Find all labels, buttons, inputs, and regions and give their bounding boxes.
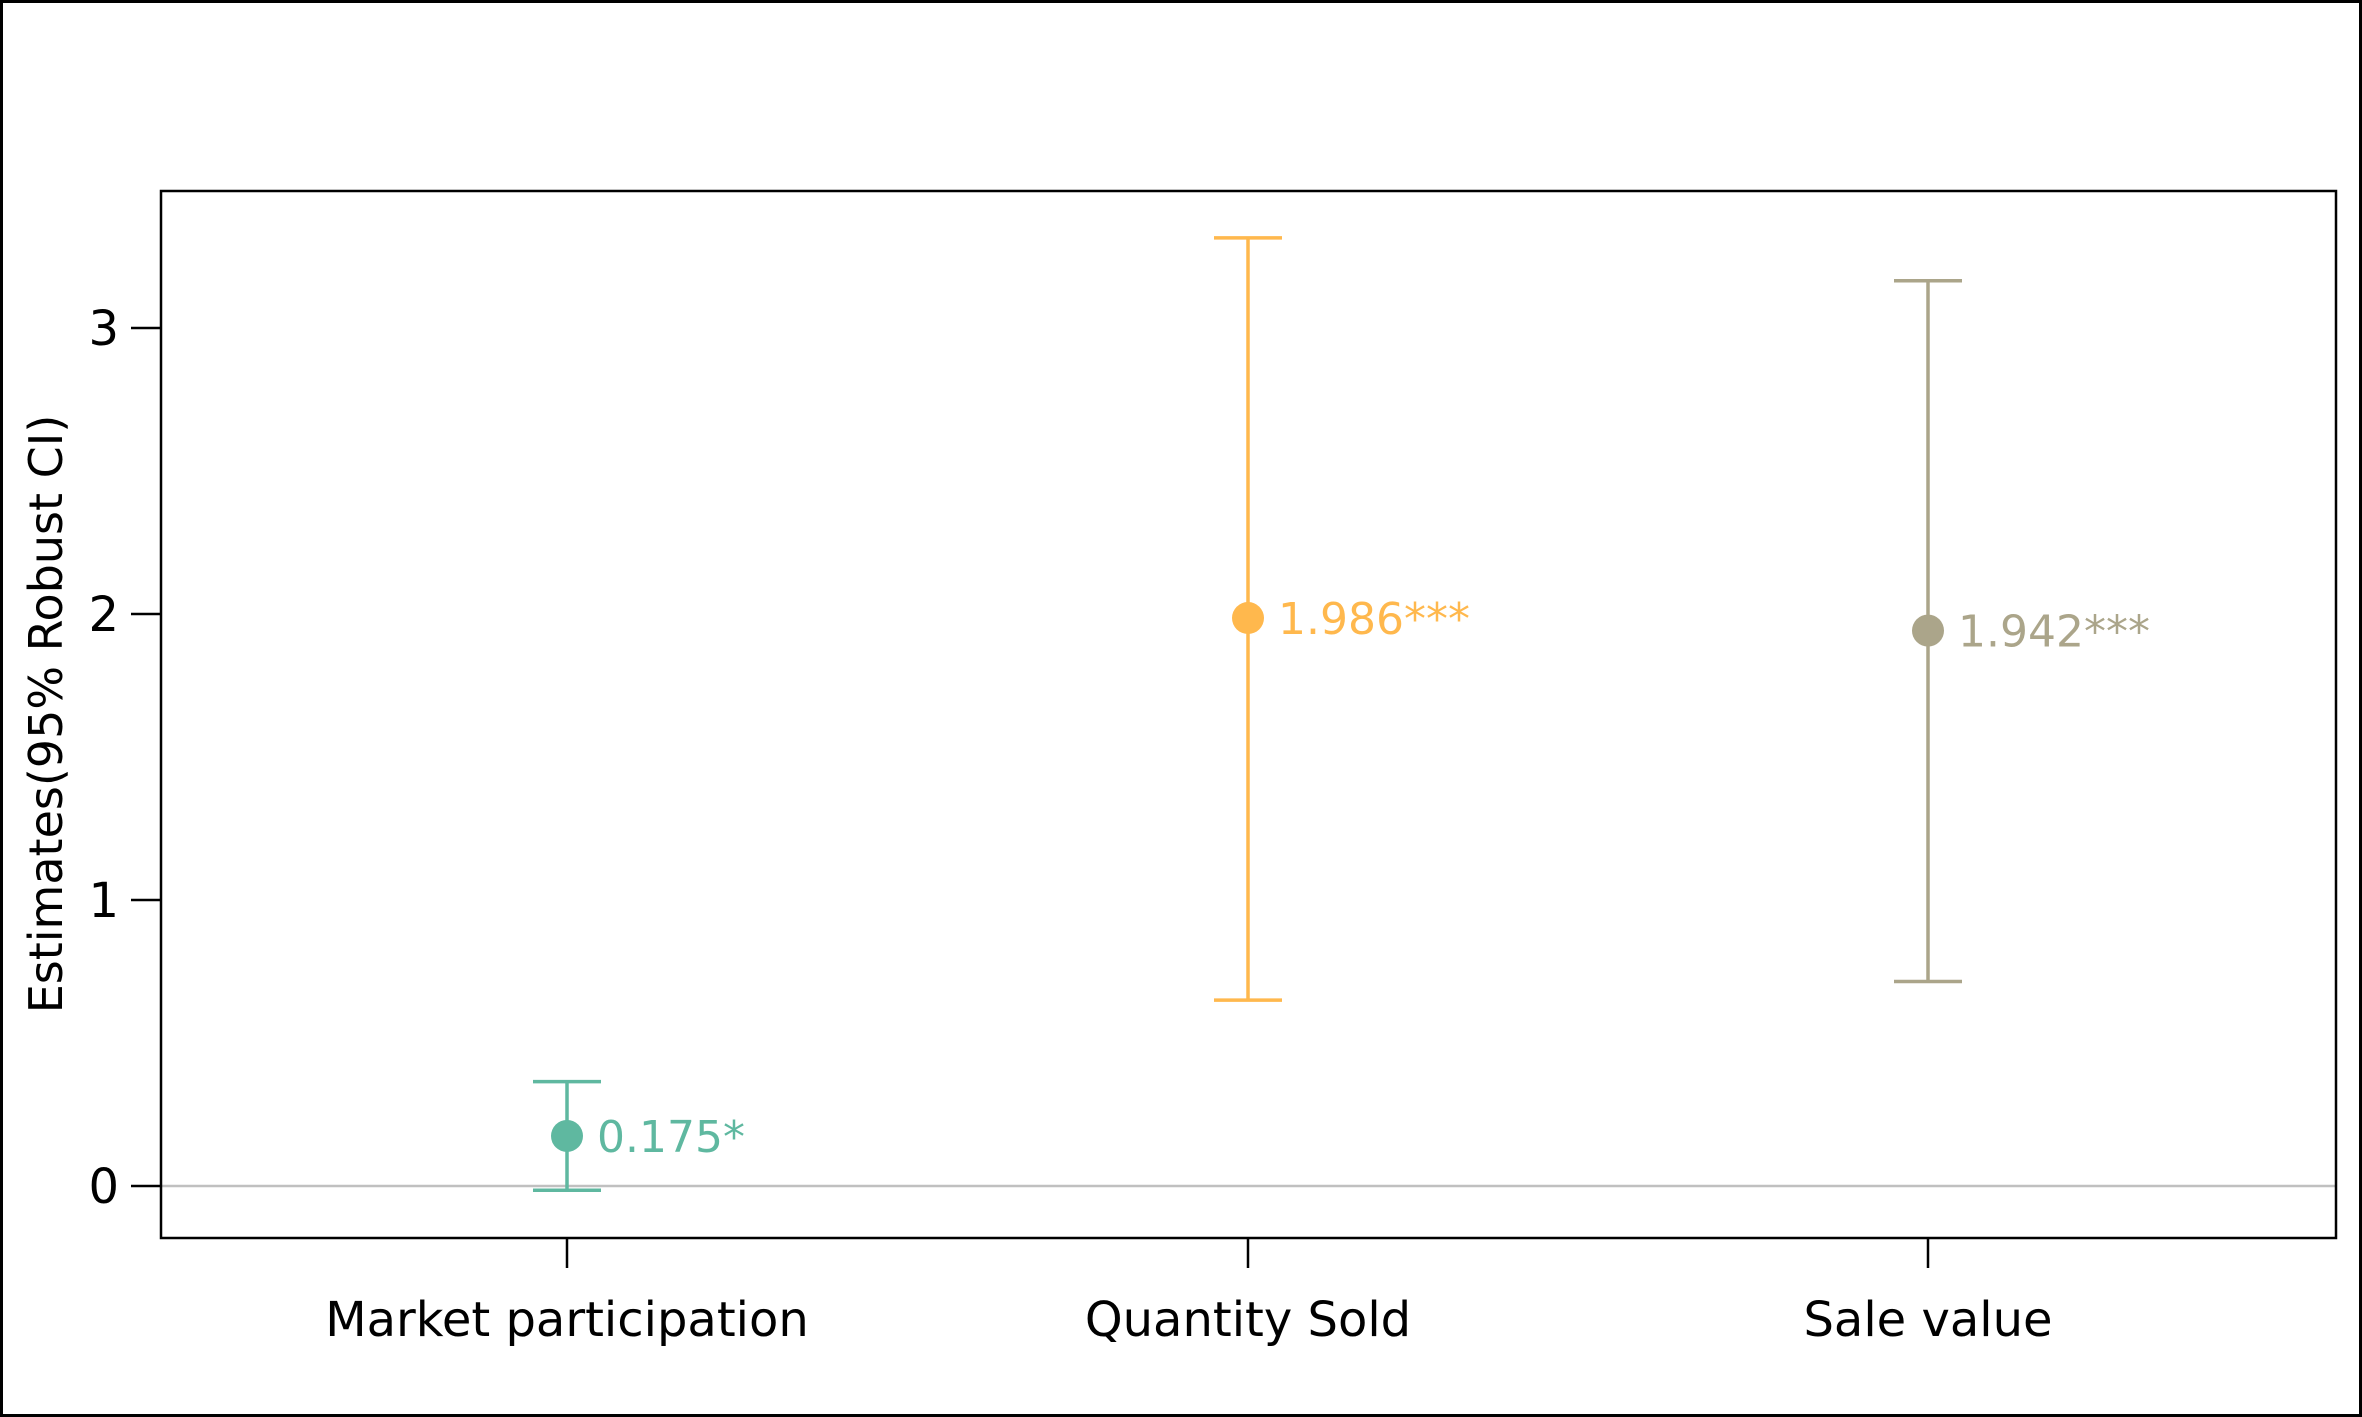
y-tick-label-2: 2 — [88, 587, 119, 643]
x-tick-label-sale-value: Sale value — [1803, 1292, 2052, 1348]
estimate-point-quantity-sold — [1232, 602, 1264, 635]
data-label-market-participation: 0.175* — [597, 1112, 745, 1163]
y-tick-label-0: 0 — [88, 1159, 119, 1215]
x-tick-label-market-participation: Market participation — [325, 1292, 809, 1348]
y-axis-title: Estimates(95% Robust CI) — [19, 415, 73, 1014]
plot-area-frame — [159, 189, 2338, 1240]
data-label-sale-value: 1.942*** — [1958, 607, 2150, 658]
data-label-quantity-sold: 1.986*** — [1278, 594, 1470, 645]
error-bars: 0.175* 1.986*** 1.942*** — [533, 236, 2150, 1193]
y-tick-label-1: 1 — [88, 873, 119, 929]
estimate-point-sale-value — [1912, 614, 1944, 647]
series-quantity-sold: 1.986*** — [1214, 236, 1470, 1002]
estimate-point-market-participation — [551, 1119, 583, 1152]
y-tick-label-3: 3 — [88, 301, 119, 357]
x-axis: Market participation Quantity Sold Sale va… — [325, 1238, 2053, 1348]
series-sale-value: 1.942*** — [1894, 279, 2150, 984]
y-axis: 0 1 2 3 — [88, 301, 161, 1215]
x-tick-label-quantity-sold: Quantity Sold — [1085, 1292, 1411, 1348]
series-market-participation: 0.175* — [533, 1079, 745, 1193]
